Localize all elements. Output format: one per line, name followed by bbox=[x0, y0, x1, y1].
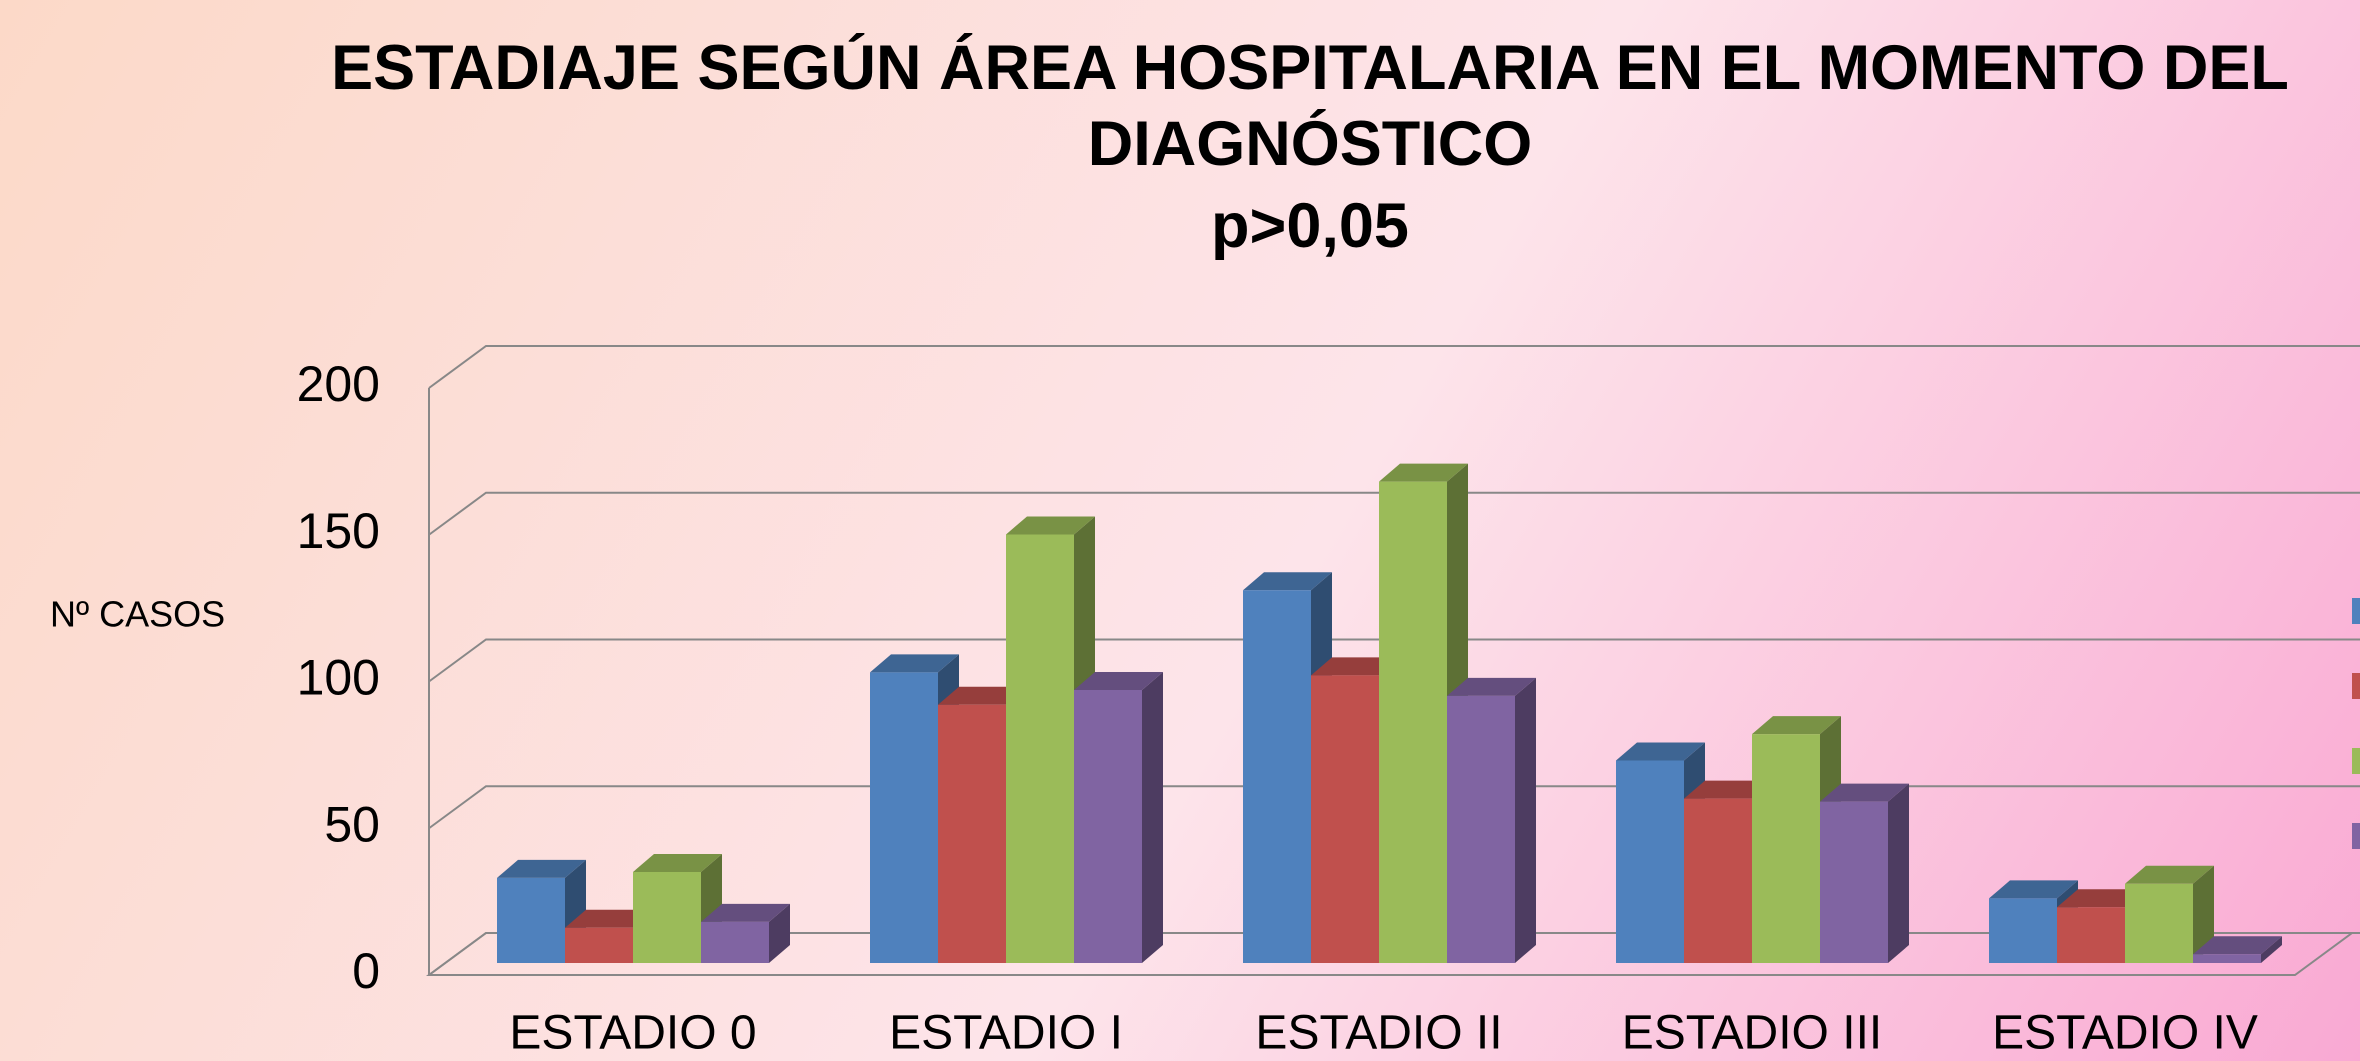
bar-top bbox=[1820, 783, 1909, 802]
bar-top bbox=[565, 909, 654, 928]
bar-top bbox=[1243, 572, 1332, 591]
bar-front bbox=[1989, 898, 2057, 963]
chart-title: ESTADIAJE SEGÚN ÁREA HOSPITALARIA EN EL … bbox=[331, 33, 2289, 179]
bar-top bbox=[2057, 889, 2146, 908]
legend-swatch bbox=[2352, 673, 2360, 699]
bar-front bbox=[1447, 695, 1515, 963]
y-axis-label: Nº CASOS bbox=[50, 594, 225, 635]
bar bbox=[1447, 677, 1536, 963]
bar-top bbox=[2125, 865, 2214, 884]
bar-side bbox=[1142, 672, 1163, 963]
legend-swatch bbox=[2352, 823, 2360, 849]
bar-top bbox=[1684, 780, 1773, 799]
bar-side bbox=[1888, 783, 1909, 963]
bar-top bbox=[938, 686, 1027, 705]
chart-subtitle: p>0,05 bbox=[1211, 191, 1409, 261]
bar-top bbox=[1989, 880, 2078, 899]
bar-front bbox=[1616, 760, 1684, 963]
x-tick-label: ESTADIO II bbox=[1255, 1007, 1502, 1060]
bar-front bbox=[1006, 534, 1074, 963]
x-tick-label: ESTADIO III bbox=[1622, 1007, 1882, 1060]
bar-side bbox=[1515, 677, 1536, 963]
x-tick-label: ESTADIO I bbox=[889, 1007, 1123, 1060]
bar-side bbox=[2261, 936, 2282, 963]
bar-top bbox=[1616, 742, 1705, 761]
bar bbox=[1074, 672, 1163, 963]
x-tick-label: ESTADIO IV bbox=[1992, 1007, 2258, 1060]
bar-top bbox=[1752, 716, 1841, 735]
bar-top bbox=[2193, 936, 2282, 955]
bar bbox=[1820, 783, 1909, 963]
legend-swatch bbox=[2352, 748, 2360, 774]
bar-front bbox=[701, 921, 769, 963]
bar-top bbox=[497, 859, 586, 878]
bar-front bbox=[2125, 883, 2193, 963]
bar-front bbox=[2057, 907, 2125, 963]
bar-front bbox=[1684, 798, 1752, 963]
bar-front bbox=[1820, 801, 1888, 963]
bar-front bbox=[1379, 481, 1447, 963]
bar-front bbox=[1752, 734, 1820, 963]
y-tick-label: 100 bbox=[297, 650, 380, 706]
bar bbox=[2125, 865, 2214, 963]
bar-top bbox=[701, 903, 790, 922]
bar-front bbox=[938, 704, 1006, 963]
grid-line bbox=[428, 491, 2360, 536]
bar-front bbox=[497, 877, 565, 963]
legend-swatch bbox=[2352, 598, 2360, 624]
y-tick-label: 0 bbox=[352, 943, 380, 999]
bar-top bbox=[1074, 672, 1163, 691]
bar-front bbox=[870, 672, 938, 963]
y-tick-label: 50 bbox=[324, 796, 380, 852]
bar-top bbox=[870, 654, 959, 673]
bar-front bbox=[2193, 954, 2261, 963]
bar-front bbox=[633, 872, 701, 963]
grid-line bbox=[428, 638, 2360, 683]
bar-front bbox=[1243, 590, 1311, 963]
bar-top bbox=[633, 854, 722, 873]
bar-top bbox=[1006, 516, 1095, 535]
bar-front bbox=[1074, 690, 1142, 963]
bar-top bbox=[1379, 463, 1468, 482]
bar-top bbox=[1447, 677, 1536, 696]
bar-top bbox=[1311, 657, 1400, 676]
bar-side bbox=[769, 903, 790, 963]
bar bbox=[701, 903, 790, 963]
x-tick-label: ESTADIO 0 bbox=[509, 1007, 756, 1060]
bar-side bbox=[2193, 865, 2214, 963]
bar-front bbox=[1311, 675, 1379, 963]
bar-front bbox=[565, 927, 633, 963]
grid-line bbox=[428, 345, 2360, 389]
bar bbox=[633, 854, 722, 963]
y-tick-label: 200 bbox=[297, 356, 380, 412]
y-tick-label: 150 bbox=[297, 503, 380, 559]
bar bbox=[2193, 936, 2282, 963]
